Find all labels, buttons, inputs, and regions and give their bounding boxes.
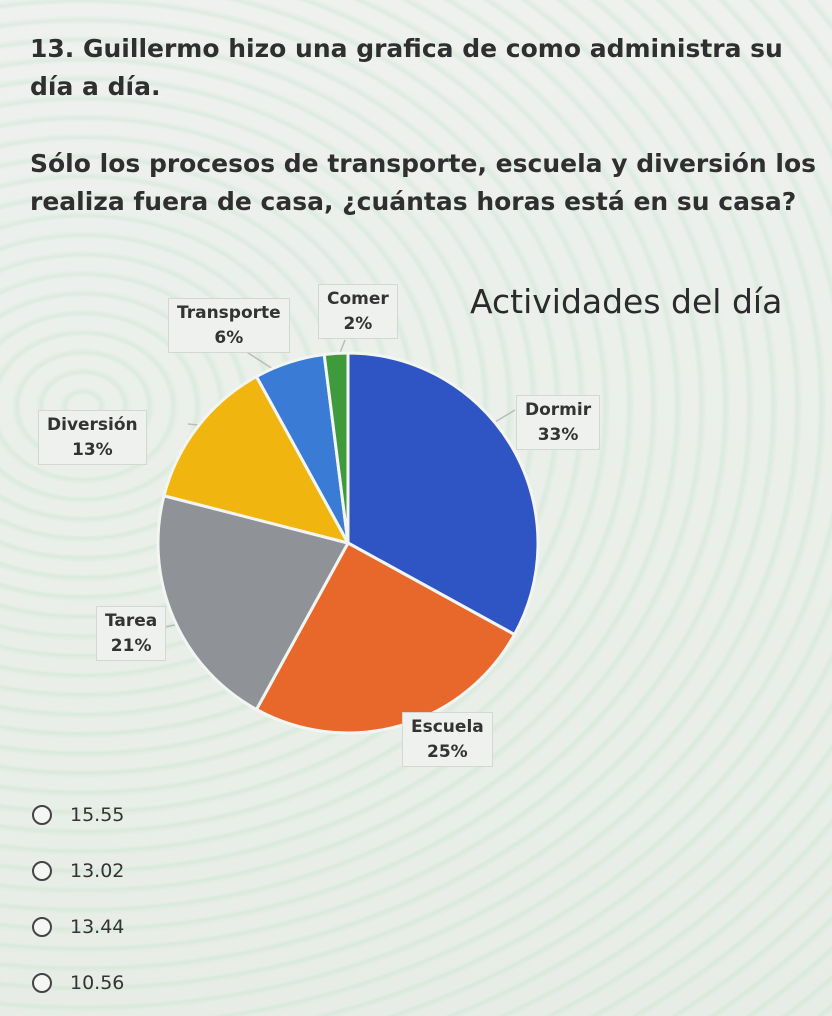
label-escuela: Escuela 25% bbox=[402, 712, 493, 768]
answer-option-4[interactable]: 10.56 bbox=[32, 972, 124, 994]
label-comer-value: 2% bbox=[343, 313, 373, 334]
radio-button[interactable] bbox=[32, 805, 52, 825]
radio-button[interactable] bbox=[32, 917, 52, 937]
chart-title: Actividades del día bbox=[470, 282, 783, 321]
question-text: 13. Guillermo hizo una grafica de como a… bbox=[30, 30, 820, 220]
question-intro: 13. Guillermo hizo una grafica de como a… bbox=[30, 34, 783, 101]
label-comer: Comer 2% bbox=[318, 284, 398, 340]
label-dormir: Dormir 33% bbox=[516, 395, 601, 451]
pie-slice-diversión bbox=[162, 374, 351, 546]
label-diversion-name: Diversión bbox=[47, 415, 138, 435]
pie-slice-dormir bbox=[346, 351, 540, 637]
answer-option-1-text: 15.55 bbox=[70, 804, 125, 826]
pie-slice-comer bbox=[322, 351, 350, 544]
answer-option-2[interactable]: 13.02 bbox=[32, 860, 124, 882]
label-escuela-value: 25% bbox=[427, 741, 468, 762]
answer-option-2-text: 13.02 bbox=[70, 860, 125, 882]
label-diversion: Diversión 13% bbox=[38, 410, 147, 466]
answer-option-1[interactable]: 15.55 bbox=[32, 804, 124, 826]
answer-option-4-text: 10.56 bbox=[70, 972, 125, 994]
label-transporte-value: 6% bbox=[214, 327, 244, 348]
label-tarea-name: Tarea bbox=[105, 611, 158, 631]
label-transporte-name: Transporte bbox=[177, 303, 281, 323]
pie-slice-tarea bbox=[156, 493, 351, 712]
label-tarea-value: 21% bbox=[110, 635, 152, 656]
answer-option-3[interactable]: 13.44 bbox=[32, 916, 124, 938]
label-dormir-value: 33% bbox=[537, 424, 579, 445]
answer-option-3-text: 13.44 bbox=[70, 916, 125, 938]
label-escuela-name: Escuela bbox=[411, 717, 484, 737]
label-comer-name: Comer bbox=[327, 289, 389, 309]
pie-slice-escuela bbox=[254, 540, 517, 735]
radio-button[interactable] bbox=[32, 861, 52, 881]
label-dormir-name: Dormir bbox=[525, 400, 592, 420]
label-diversion-value: 13% bbox=[71, 439, 113, 460]
label-tarea: Tarea 21% bbox=[96, 606, 167, 662]
label-transporte: Transporte 6% bbox=[168, 298, 290, 354]
radio-button[interactable] bbox=[32, 973, 52, 993]
question-prompt: Sólo los procesos de transporte, escuela… bbox=[30, 149, 817, 216]
